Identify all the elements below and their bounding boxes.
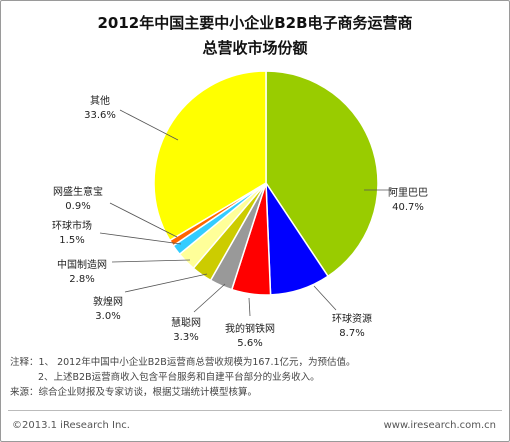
leader-line-6 <box>111 259 191 263</box>
slice-label-6: 中国制造网 <box>57 258 107 271</box>
slice-label-2: 环球资源 <box>332 312 372 325</box>
note-line-2: 2、上述B2B运营商收入包含平台服务和自建平台部分的业务收入。 <box>38 372 320 383</box>
leader-line-7 <box>99 232 182 245</box>
leader-line-3 <box>248 297 251 317</box>
slice-value-6: 2.8% <box>69 274 94 285</box>
leader-line-5 <box>124 273 208 293</box>
leader-line-2 <box>313 285 337 311</box>
footer: ©2013.1 iResearch Inc. www.iresearch.com… <box>0 410 510 440</box>
leader-line-4 <box>193 283 226 313</box>
chart-title-line1: 2012年中国主要中小企业B2B电子商务运营商 <box>97 14 413 32</box>
slice-value-4: 3.3% <box>173 332 198 343</box>
chart-title-line2: 总营收市场份额 <box>202 39 308 57</box>
leader-line-8 <box>109 202 178 238</box>
source-line: 来源：综合企业财报及专家访谈，根据艾瑞统计模型核算。 <box>10 387 258 398</box>
chart-notes: 注释：1、 2012年中国中小企业B2B运营商总营收规模为167.1亿元，为预估… <box>10 355 356 400</box>
footer-divider <box>8 410 502 411</box>
slice-value-2: 8.7% <box>339 328 364 339</box>
slice-label-5: 敦煌网 <box>93 295 123 308</box>
slice-value-9: 33.6% <box>84 110 116 121</box>
slice-label-8: 网盛生意宝 <box>53 185 103 198</box>
copyright-text: ©2013.1 iResearch Inc. <box>12 420 130 431</box>
website-text: www.iresearch.com.cn <box>383 420 496 431</box>
slice-label-9: 其他 <box>90 94 110 107</box>
slice-value-5: 3.0% <box>95 311 120 322</box>
slice-value-3: 5.6% <box>237 338 262 349</box>
slice-value-7: 1.5% <box>59 235 84 246</box>
slice-label-3: 我的钢铁网 <box>225 322 275 335</box>
slice-value-8: 0.9% <box>65 201 90 212</box>
slice-label-7: 环球市场 <box>52 219 92 232</box>
leader-line-9 <box>119 109 179 141</box>
slice-label-1: 阿里巴巴 <box>388 187 428 199</box>
slice-value-1: 40.7% <box>392 202 424 213</box>
note-line-1: 注释：1、 2012年中国中小企业B2B运营商总营收规模为167.1亿元，为预估… <box>10 357 356 368</box>
slice-label-4: 慧聪网 <box>171 316 201 329</box>
pie-slice-9 <box>153 70 267 242</box>
